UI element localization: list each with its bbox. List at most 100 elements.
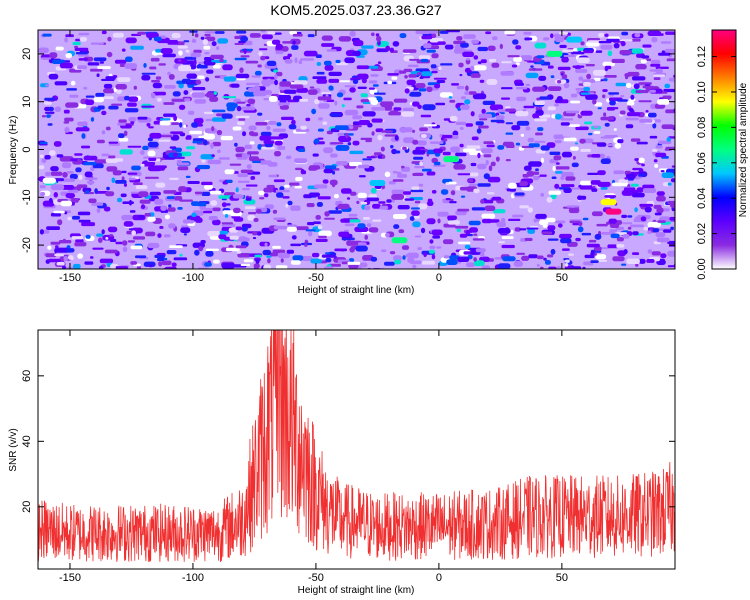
heatmap-cell — [95, 191, 109, 194]
heatmap-cell — [552, 165, 556, 172]
heatmap-cell — [595, 254, 607, 260]
heatmap-cell — [140, 163, 145, 167]
heatmap-cell — [260, 56, 266, 61]
heatmap-cell — [303, 50, 318, 57]
heatmap-cell — [285, 155, 292, 160]
heatmap-cell — [505, 159, 511, 162]
heatmap-cell — [480, 59, 487, 64]
heatmap-cell — [204, 268, 214, 269]
heatmap-cell — [290, 243, 302, 247]
heatmap-cell — [401, 111, 415, 117]
heatmap-cell — [626, 100, 635, 106]
heatmap-cell — [127, 145, 142, 148]
heatmap-cell — [401, 165, 405, 169]
heatmap-cell — [407, 257, 415, 263]
heatmap-cell — [485, 31, 492, 35]
heatmap-hotspot — [369, 180, 386, 186]
x-tick-label: 50 — [556, 272, 568, 284]
heatmap-cell — [96, 139, 105, 144]
heatmap-cell — [523, 105, 535, 109]
heatmap-cell — [475, 121, 484, 126]
heatmap-cell — [613, 128, 617, 131]
snr-y-axis-label: SNR (v/v) — [8, 428, 19, 471]
heatmap-cell — [423, 251, 427, 258]
heatmap-cell — [587, 172, 599, 175]
heatmap-cell — [471, 136, 479, 141]
heatmap-cell — [575, 68, 588, 73]
heatmap-cell — [115, 266, 129, 269]
heatmap-cell — [604, 65, 612, 70]
spectrogram-texture — [38, 30, 675, 269]
heatmap-cell — [486, 79, 498, 85]
heatmap-cell — [588, 239, 597, 243]
heatmap-cell — [131, 165, 141, 171]
heatmap-cell — [597, 107, 602, 110]
heatmap-cell — [411, 207, 420, 210]
heatmap-cell — [271, 39, 281, 45]
heatmap-cell — [203, 111, 214, 115]
heatmap-cell — [412, 139, 419, 145]
heatmap-cell — [274, 140, 283, 146]
heatmap-cell — [643, 188, 657, 193]
heatmap-cell — [315, 54, 322, 58]
heatmap-cell — [555, 113, 562, 120]
heatmap-cell — [478, 113, 493, 119]
heatmap-cell — [39, 154, 44, 158]
heatmap-cell — [137, 116, 148, 120]
heatmap-cell — [183, 124, 187, 128]
heatmap-cell — [600, 44, 613, 50]
heatmap-cell — [448, 181, 457, 185]
heatmap-cell — [409, 216, 415, 221]
heatmap-cell — [379, 206, 389, 210]
heatmap-cell — [456, 85, 465, 90]
heatmap-cell — [104, 249, 118, 254]
heatmap-cell — [211, 126, 215, 132]
heatmap-cell — [362, 111, 376, 117]
heatmap-cell — [440, 189, 449, 195]
heatmap-cell — [44, 155, 51, 160]
heatmap-cell — [612, 256, 625, 262]
heatmap-cell — [242, 187, 250, 191]
heatmap-cell — [381, 154, 386, 159]
heatmap-cell — [258, 190, 265, 196]
heatmap-cell — [167, 40, 179, 45]
heatmap-cell — [487, 176, 501, 183]
heatmap-cell — [431, 229, 443, 236]
heatmap-cell — [635, 64, 647, 70]
heatmap-cell — [272, 249, 286, 254]
heatmap-cell — [431, 70, 438, 74]
heatmap-cell — [252, 160, 261, 163]
heatmap-cell — [295, 128, 310, 132]
heatmap-cell — [321, 254, 335, 258]
heatmap-cell — [261, 146, 275, 150]
heatmap-cell — [212, 141, 222, 147]
heatmap-cell — [264, 204, 274, 210]
heatmap-cell — [553, 155, 562, 161]
heatmap-cell — [212, 207, 221, 212]
heatmap-cell — [246, 164, 252, 169]
heatmap-cell — [625, 75, 629, 80]
heatmap-cell — [575, 237, 581, 242]
heatmap-cell — [216, 46, 220, 50]
heatmap-cell — [520, 55, 533, 61]
heatmap-cell — [481, 218, 492, 224]
heatmap-cell — [294, 186, 302, 189]
heatmap-cell — [427, 200, 434, 206]
heatmap-cell — [323, 168, 333, 174]
heatmap-cell — [436, 246, 442, 249]
heatmap-cell — [473, 257, 477, 262]
heatmap-cell — [548, 266, 557, 269]
heatmap-cell — [377, 61, 382, 64]
heatmap-cell — [344, 85, 357, 88]
heatmap-cell — [634, 33, 641, 38]
heatmap-cell — [278, 102, 290, 106]
heatmap-cell — [376, 48, 389, 53]
heatmap-cell — [506, 188, 516, 192]
heatmap-cell — [650, 63, 661, 67]
heatmap-cell — [45, 84, 50, 87]
heatmap-cell — [316, 202, 323, 207]
colorbar-tick-label: 0.10 — [696, 81, 708, 102]
heatmap-cell — [556, 162, 560, 165]
heatmap-cell — [263, 264, 272, 269]
heatmap-cell — [141, 74, 151, 81]
